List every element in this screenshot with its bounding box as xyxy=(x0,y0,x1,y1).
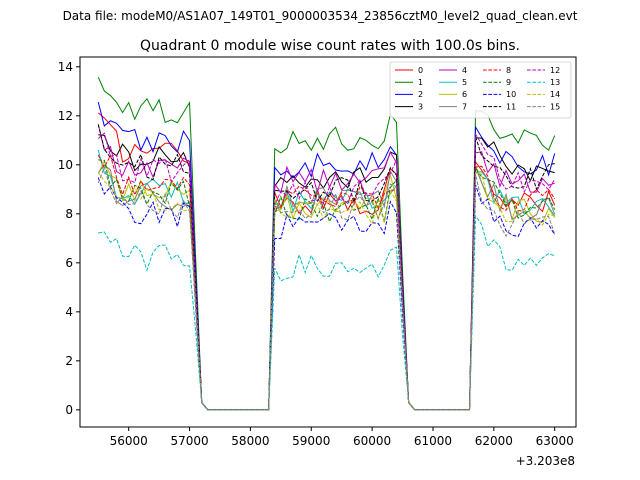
series-line-14 xyxy=(97,171,555,411)
x-offset-label: +3.203e8 xyxy=(516,454,575,468)
legend-label-9: 9 xyxy=(506,78,511,87)
plot-layer xyxy=(97,77,556,411)
plot-frame xyxy=(79,56,577,428)
legend-label-13: 13 xyxy=(550,78,560,87)
y-tick-label: 12 xyxy=(58,109,73,123)
figure-suptitle: Data file: modeM0/AS1A07_149T01_90000035… xyxy=(63,9,578,23)
legend-label-1: 1 xyxy=(418,78,423,87)
series-line-3 xyxy=(98,134,555,411)
legend-label-15: 15 xyxy=(550,102,560,111)
series-line-12 xyxy=(97,132,556,411)
x-tick-label: 59000 xyxy=(292,434,330,448)
series-line-2 xyxy=(97,101,556,411)
x-tick-label: 56000 xyxy=(110,434,148,448)
legend-label-4: 4 xyxy=(462,66,467,75)
legend-frame xyxy=(389,61,572,119)
x-tick-label: 62000 xyxy=(475,434,513,448)
x-tick-label: 57000 xyxy=(170,434,208,448)
legend-label-3: 3 xyxy=(418,102,423,111)
series-line-10 xyxy=(97,177,556,411)
series-line-11 xyxy=(97,124,555,411)
y-tick-label: 10 xyxy=(58,158,73,172)
y-tick-label: 2 xyxy=(65,354,73,368)
series-line-0 xyxy=(97,112,556,411)
legend-label-2: 2 xyxy=(418,90,423,99)
y-tick-label: 0 xyxy=(65,403,73,417)
chart-title: Quadrant 0 module wise count rates with … xyxy=(140,38,520,54)
legend-label-11: 11 xyxy=(506,102,516,111)
y-tick-label: 6 xyxy=(65,256,73,270)
legend-label-6: 6 xyxy=(462,90,467,99)
x-tick-label: 58000 xyxy=(231,434,269,448)
series-line-9 xyxy=(98,159,556,411)
series-line-8 xyxy=(97,154,556,411)
axes-layer: 56000 57000 58000 59000 60000 61000 62000 63000… xyxy=(58,60,574,448)
x-tick-label: 61000 xyxy=(414,434,452,448)
legend-label-14: 14 xyxy=(550,90,560,99)
legend-label-12: 12 xyxy=(550,66,560,75)
x-tick-label: 60000 xyxy=(353,434,391,448)
series-line-15 xyxy=(97,165,556,411)
x-tick-label: 63000 xyxy=(536,434,574,448)
legend-label-5: 5 xyxy=(462,78,467,87)
legend-label-0: 0 xyxy=(418,66,423,75)
series-line-4 xyxy=(97,124,555,411)
series-line-13 xyxy=(98,214,555,411)
legend-label-8: 8 xyxy=(506,66,511,75)
legend-label-7: 7 xyxy=(462,102,467,111)
y-tick-label: 14 xyxy=(58,60,73,74)
legend-label-10: 10 xyxy=(506,90,516,99)
y-tick-label: 8 xyxy=(65,207,73,221)
y-tick-label: 4 xyxy=(65,305,73,319)
